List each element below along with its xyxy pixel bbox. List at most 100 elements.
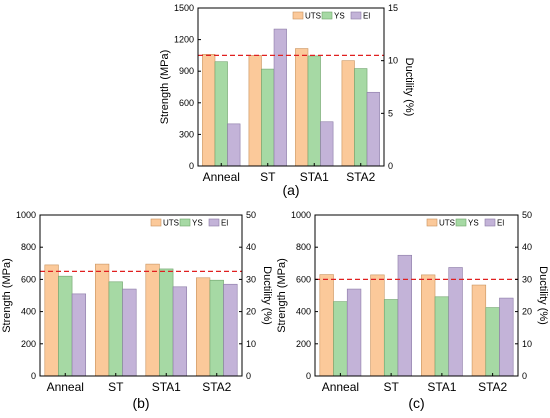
bar-el-sta2 [366,91,380,167]
y2-tick-label: 0 [522,371,527,381]
legend-label-uts: UTS [305,12,321,21]
bar-el-anneal [346,288,362,377]
y-tick-label: 1000 [291,210,311,220]
x-tick-label: ST [383,380,399,394]
y-tick-label: 900 [179,66,194,76]
y-tick-label: 0 [189,161,194,171]
bar-uts-anneal [202,54,216,167]
x-tick-label: STA2 [346,170,375,184]
bar-uts-anneal [44,264,59,377]
bar-uts-sta1 [295,48,309,167]
bar-el-st [122,288,137,377]
y2-tick-label: 0 [388,161,393,171]
legend-swatch-ys [455,218,467,227]
bar-el-anneal [227,123,241,167]
y-tick-label: 600 [179,98,194,108]
legend-swatch-uts [150,218,162,227]
y-axis-label: Strength (MPa) [159,50,171,125]
bar-ys-st [108,281,123,377]
legend-label-el: El [363,12,370,21]
legend-label-el: El [497,219,504,228]
bar-uts-sta2 [341,60,355,167]
y-axis-label: Strength (MPa) [276,258,288,333]
legend-swatch-el [350,11,362,20]
bar-uts-sta2 [196,277,211,377]
x-tick-label: ST [108,380,124,394]
bar-ys-anneal [333,301,348,377]
y-tick-label: 0 [31,371,36,381]
chart-panel-1: 0 300 600 900 1200 1500 0 5 10 15 Anneal ST STA1 STA2… [159,3,415,198]
legend-swatch-el [208,218,220,227]
bar-el-sta1 [320,121,334,167]
y2-axis-label: Ductility (%) [537,266,549,325]
chart-panel-3: 0 200 400 600 800 1000 0 10 20 30 40 50 Anneal ST STA1… [276,210,549,411]
plot-frame [39,214,243,377]
x-tick-label: STA1 [300,170,329,184]
y2-tick-label: 50 [522,210,532,220]
legend-label-el: El [221,219,228,228]
legend-swatch-uts [426,218,438,227]
y-tick-label: 1200 [174,35,194,45]
y-tick-label: 300 [179,129,194,139]
bar-ys-st [383,299,399,377]
legend: UTS YS El [292,11,370,21]
bar-ys-sta2 [485,307,500,377]
legend-swatch-el [484,218,496,227]
y2-tick-label: 40 [246,242,256,252]
y2-tick-label: 30 [522,274,532,284]
bar-uts-anneal [319,274,334,377]
y2-tick-label: 50 [246,210,256,220]
chart-panel-2: 0 200 400 600 800 1000 0 10 20 30 40 50 Anneal ST STA1… [1,210,273,411]
y2-tick-label: 10 [246,339,256,349]
y2-axis-label: Ductility (%) [261,266,273,325]
bar-el-st [273,28,287,167]
bar-ys-anneal [214,61,228,167]
legend-label-uts: UTS [439,219,455,228]
y-tick-label: 400 [21,307,36,317]
x-tick-label: Anneal [203,170,240,184]
bar-el-sta2 [223,283,238,377]
y-tick-label: 800 [296,242,311,252]
x-tick-label: STA2 [478,380,507,394]
y-tick-label: 600 [296,274,311,284]
bar-uts-st [95,263,110,377]
y2-tick-label: 40 [522,242,532,252]
y2-tick-label: 20 [522,307,532,317]
legend-swatch-uts [292,11,304,20]
legend-label-ys: YS [468,219,479,228]
x-tick-label: Anneal [322,380,359,394]
bar-el-st [397,254,412,377]
x-tick-label: ST [260,170,276,184]
y2-tick-label: 30 [246,274,256,284]
bar-el-sta1 [448,267,463,377]
y-tick-label: 200 [21,339,36,349]
y-tick-label: 400 [296,307,311,317]
bar-ys-sta2 [209,279,224,377]
y2-tick-label: 20 [246,307,256,317]
y2-tick-label: 5 [388,108,393,118]
panel-label: (b) [132,395,149,411]
bar-ys-sta1 [159,268,174,377]
y-tick-label: 800 [21,242,36,252]
legend-label-ys: YS [334,12,345,21]
panel-label: (c) [408,395,424,411]
x-tick-label: STA2 [202,380,231,394]
x-tick-label: STA1 [427,380,456,394]
bar-el-sta1 [172,286,188,377]
legend: UTS YS El [150,218,228,228]
legend-label-uts: UTS [163,219,179,228]
bar-ys-sta1 [434,296,450,377]
y-tick-label: 600 [21,274,36,284]
y-tick-label: 0 [306,371,311,381]
y-tick-label: 1000 [16,210,36,220]
y2-axis-label: Ductility (%) [403,58,415,117]
legend-swatch-ys [179,218,191,227]
y2-tick-label: 0 [246,371,251,381]
y2-tick-label: 10 [388,56,398,66]
legend: UTS YS El [426,218,504,228]
legend-swatch-ys [321,11,333,20]
x-tick-label: STA1 [152,380,181,394]
bar-ys-sta1 [307,55,321,167]
y-tick-label: 1500 [174,3,194,13]
panel-label: (a) [282,182,299,198]
